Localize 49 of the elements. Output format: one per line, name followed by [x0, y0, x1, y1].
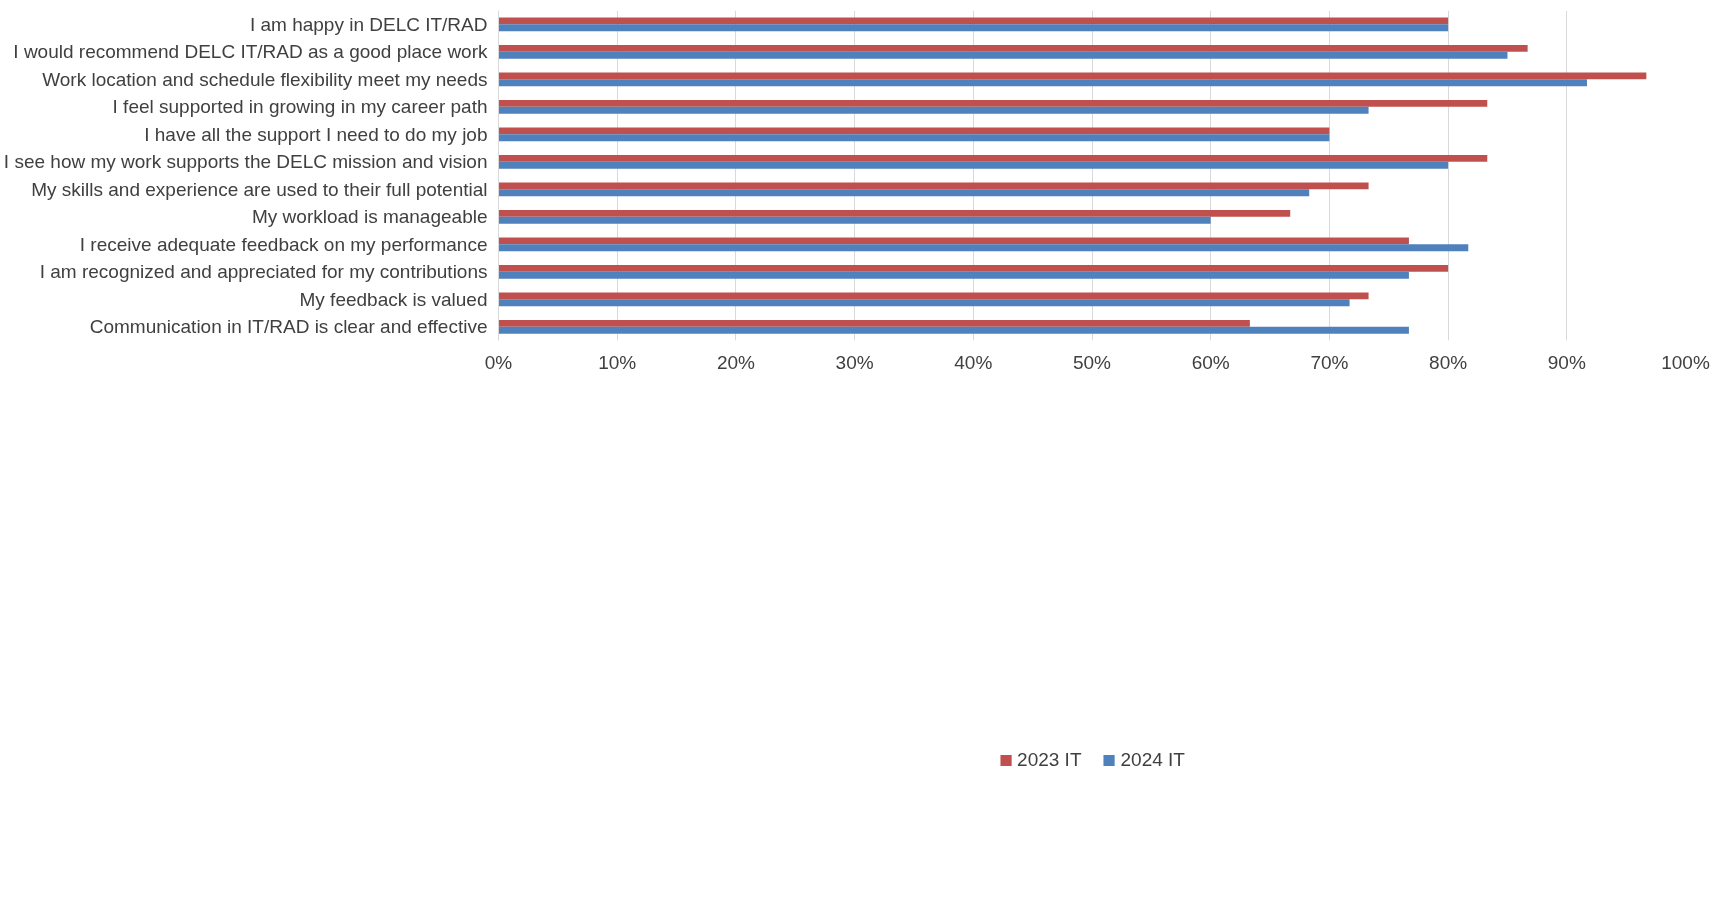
- x-tick-label: 90%: [1547, 351, 1586, 373]
- y-tick-label: Work location and schedule flexibility meet my needs: [42, 68, 488, 90]
- bar: [498, 326, 1409, 334]
- bar: [498, 72, 1647, 80]
- bar: [498, 216, 1211, 224]
- x-tick-label: 40%: [954, 351, 993, 373]
- bar: [498, 319, 1250, 327]
- y-tick-label: Communication in IT/RAD is clear and effective: [89, 316, 488, 338]
- y-tick-label: I feel supported in growing in my career path: [112, 96, 488, 118]
- bar: [498, 24, 1449, 32]
- bar: [498, 209, 1291, 217]
- x-tick-label: 0%: [484, 351, 513, 373]
- bar: [498, 182, 1369, 190]
- bar: [498, 292, 1369, 300]
- x-tick-label: 30%: [835, 351, 874, 373]
- bar: [498, 17, 1449, 25]
- x-tick-label: 70%: [1310, 351, 1349, 373]
- bar: [498, 271, 1409, 279]
- bar: [498, 127, 1330, 135]
- y-tick-label: I am happy in DELC IT/RAD: [249, 13, 488, 35]
- bar: [498, 161, 1449, 169]
- legend-label: 2023 IT: [1017, 748, 1082, 771]
- bar: [498, 237, 1409, 245]
- x-tick-label: 100%: [1661, 351, 1710, 373]
- x-tick-label: 60%: [1191, 351, 1230, 373]
- x-tick-label: 20%: [716, 351, 756, 373]
- y-tick-label: I receive adequate feedback on my performance: [79, 233, 488, 255]
- bar: [498, 299, 1350, 307]
- x-tick-label: 50%: [1072, 351, 1112, 373]
- x-tick-label: 80%: [1429, 351, 1468, 373]
- bar: [498, 264, 1449, 272]
- bar: [498, 79, 1587, 87]
- y-tick-label: I would recommend DELC IT/RAD as a good place work: [13, 41, 488, 63]
- bar: [498, 154, 1488, 162]
- bar: [498, 106, 1369, 114]
- y-tick-label: My workload is manageable: [251, 206, 488, 228]
- bar: [498, 134, 1330, 142]
- bar: [498, 44, 1528, 52]
- bar: [498, 244, 1469, 252]
- y-tick-label: My skills and experience are used to their full potential: [31, 178, 488, 200]
- legend-label: 2024 IT: [1120, 748, 1185, 771]
- y-tick-label: My feedback is valued: [299, 288, 488, 310]
- bar: [498, 99, 1488, 107]
- y-tick-label: I am recognized and appreciated for my contributions: [39, 261, 488, 283]
- x-tick-label: 10%: [598, 351, 637, 373]
- y-tick-label: I have all the support I need to do my job: [144, 123, 488, 145]
- y-tick-label: I see how my work supports the DELC mission and vision: [3, 151, 488, 173]
- bar: [498, 189, 1310, 197]
- bar: [498, 51, 1508, 59]
